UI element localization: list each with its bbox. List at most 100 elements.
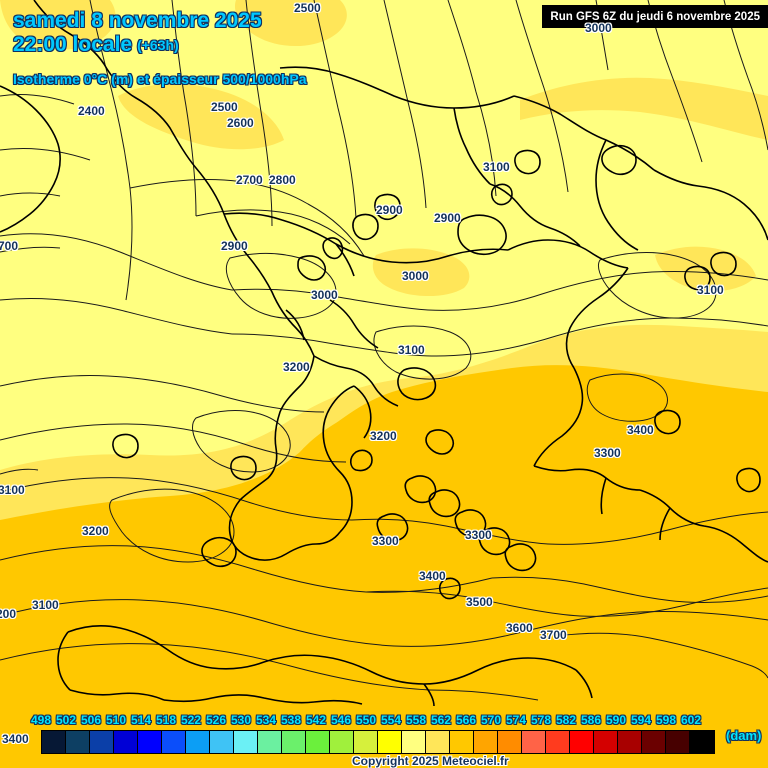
legend-tick: 514 xyxy=(130,713,152,727)
legend-swatch[interactable] xyxy=(258,731,282,753)
legend-tick: 594 xyxy=(630,713,652,727)
forecast-hour-badge: (+63h) xyxy=(137,37,179,53)
legend-tick: 590 xyxy=(605,713,627,727)
map-canvas[interactable]: samedi 8 novembre 2025 22:00 locale (+63h… xyxy=(0,0,768,706)
contour-value-label: 3000 xyxy=(402,269,429,283)
contour-value-label: 3700 xyxy=(540,628,567,642)
shade-band-gold-2 xyxy=(300,393,537,477)
model-run-banner: Run GFS 6Z du jeudi 6 novembre 2025 xyxy=(542,5,768,28)
legend-swatch[interactable] xyxy=(42,731,66,753)
legend-swatch[interactable] xyxy=(618,731,642,753)
legend-unit-label: (dam) xyxy=(726,728,762,743)
legend-swatch[interactable] xyxy=(90,731,114,753)
contour-value-label: 2800 xyxy=(269,173,296,187)
contour-value-label: 3300 xyxy=(372,534,399,548)
contour-value-label: 3000 xyxy=(585,21,612,35)
legend-tick: 534 xyxy=(255,713,277,727)
contour-value-label: 2600 xyxy=(227,116,254,130)
legend-tick: 542 xyxy=(305,713,327,727)
contour-value-label: 2500 xyxy=(211,100,238,114)
copyright-label: Copyright 2025 Meteociel.fr xyxy=(352,754,509,768)
model-run-label: Run GFS 6Z du jeudi 6 novembre 2025 xyxy=(550,11,760,23)
legend-swatch[interactable] xyxy=(306,731,330,753)
shade-band-medium-yellow-6 xyxy=(234,0,347,47)
contour-value-label: 2400 xyxy=(78,104,105,118)
legend-tick: 510 xyxy=(105,713,127,727)
parameter-label: Isotherme 0°C (m) et épaisseur 500/1000h… xyxy=(13,71,307,87)
legend-swatch[interactable] xyxy=(522,731,546,753)
legend-swatch[interactable] xyxy=(666,731,690,753)
legend-tick: 502 xyxy=(55,713,77,727)
legend-swatch[interactable] xyxy=(570,731,594,753)
shade-band-medium-yellow-5 xyxy=(118,83,284,150)
legend-tick: 522 xyxy=(180,713,202,727)
legend-swatch[interactable] xyxy=(402,731,426,753)
legend-swatch[interactable] xyxy=(186,731,210,753)
legend-tick: 586 xyxy=(580,713,602,727)
legend-tick: 598 xyxy=(655,713,677,727)
legend-swatch[interactable] xyxy=(378,731,402,753)
contour-value-label: 2900 xyxy=(376,203,403,217)
legend-tick: 538 xyxy=(280,713,302,727)
legend-left-contour-label: 3400 xyxy=(2,732,29,746)
contour-value-label: 3400 xyxy=(627,423,654,437)
forecast-time-label: 22:00 locale (+63h) xyxy=(13,33,179,57)
legend-swatch[interactable] xyxy=(594,731,618,753)
legend-swatch[interactable] xyxy=(426,731,450,753)
legend-tick: 550 xyxy=(355,713,377,727)
contour-value-label: 3200 xyxy=(370,429,397,443)
contour-value-label: 3100 xyxy=(0,483,25,497)
shade-band-medium-yellow-7 xyxy=(372,248,470,297)
contour-value-label: 3300 xyxy=(594,446,621,460)
legend-swatch[interactable] xyxy=(282,731,306,753)
legend-tick: 498 xyxy=(30,713,52,727)
legend-tick: 546 xyxy=(330,713,352,727)
legend-color-bar[interactable] xyxy=(41,730,715,754)
contour-value-label: 3100 xyxy=(398,343,425,357)
contour-value-label: 3200 xyxy=(82,524,109,538)
legend-swatch[interactable] xyxy=(162,731,186,753)
contour-lines xyxy=(0,0,768,701)
contour-value-label: 3500 xyxy=(466,595,493,609)
contour-value-label: 3100 xyxy=(483,160,510,174)
legend-tick: 530 xyxy=(230,713,252,727)
shade-band-medium-yellow-2 xyxy=(520,77,768,140)
legend-swatch[interactable] xyxy=(114,731,138,753)
contour-value-label: 700 xyxy=(0,239,19,253)
legend-tick: 518 xyxy=(155,713,177,727)
contour-value-label: 3300 xyxy=(465,528,492,542)
legend-tick: 570 xyxy=(480,713,502,727)
legend-swatch[interactable] xyxy=(234,731,258,753)
legend-tick: 554 xyxy=(380,713,402,727)
legend-tick: 602 xyxy=(680,713,702,727)
legend-tick: 578 xyxy=(530,713,552,727)
legend-tick: 582 xyxy=(555,713,577,727)
legend-swatch[interactable] xyxy=(330,731,354,753)
legend-swatch[interactable] xyxy=(66,731,90,753)
legend-swatch[interactable] xyxy=(210,731,234,753)
map-graphics xyxy=(0,0,768,706)
legend-swatch[interactable] xyxy=(450,731,474,753)
coastlines xyxy=(0,0,768,706)
legend-swatch[interactable] xyxy=(138,731,162,753)
contour-value-label: 3400 xyxy=(419,569,446,583)
legend-swatch[interactable] xyxy=(546,731,570,753)
legend-tick: 562 xyxy=(430,713,452,727)
legend-swatch[interactable] xyxy=(690,731,714,753)
legend-tick: 526 xyxy=(205,713,227,727)
contour-value-label: 2900 xyxy=(434,211,461,225)
color-scale-legend: 3400 498 502 506 510 514 518 522 526 530 534 538 54… xyxy=(0,706,768,768)
legend-swatch[interactable] xyxy=(642,731,666,753)
legend-swatch[interactable] xyxy=(498,731,522,753)
forecast-date-label: samedi 8 novembre 2025 xyxy=(13,9,262,32)
legend-swatch[interactable] xyxy=(474,731,498,753)
legend-tick: 574 xyxy=(505,713,527,727)
contour-value-label: 3100 xyxy=(32,598,59,612)
legend-swatch[interactable] xyxy=(354,731,378,753)
contour-value-label: 2700 xyxy=(236,173,263,187)
contour-value-label: 3200 xyxy=(283,360,310,374)
contour-value-label: 2500 xyxy=(294,1,321,15)
shade-band-gold xyxy=(0,365,768,706)
contour-value-label: 3100 xyxy=(697,283,724,297)
